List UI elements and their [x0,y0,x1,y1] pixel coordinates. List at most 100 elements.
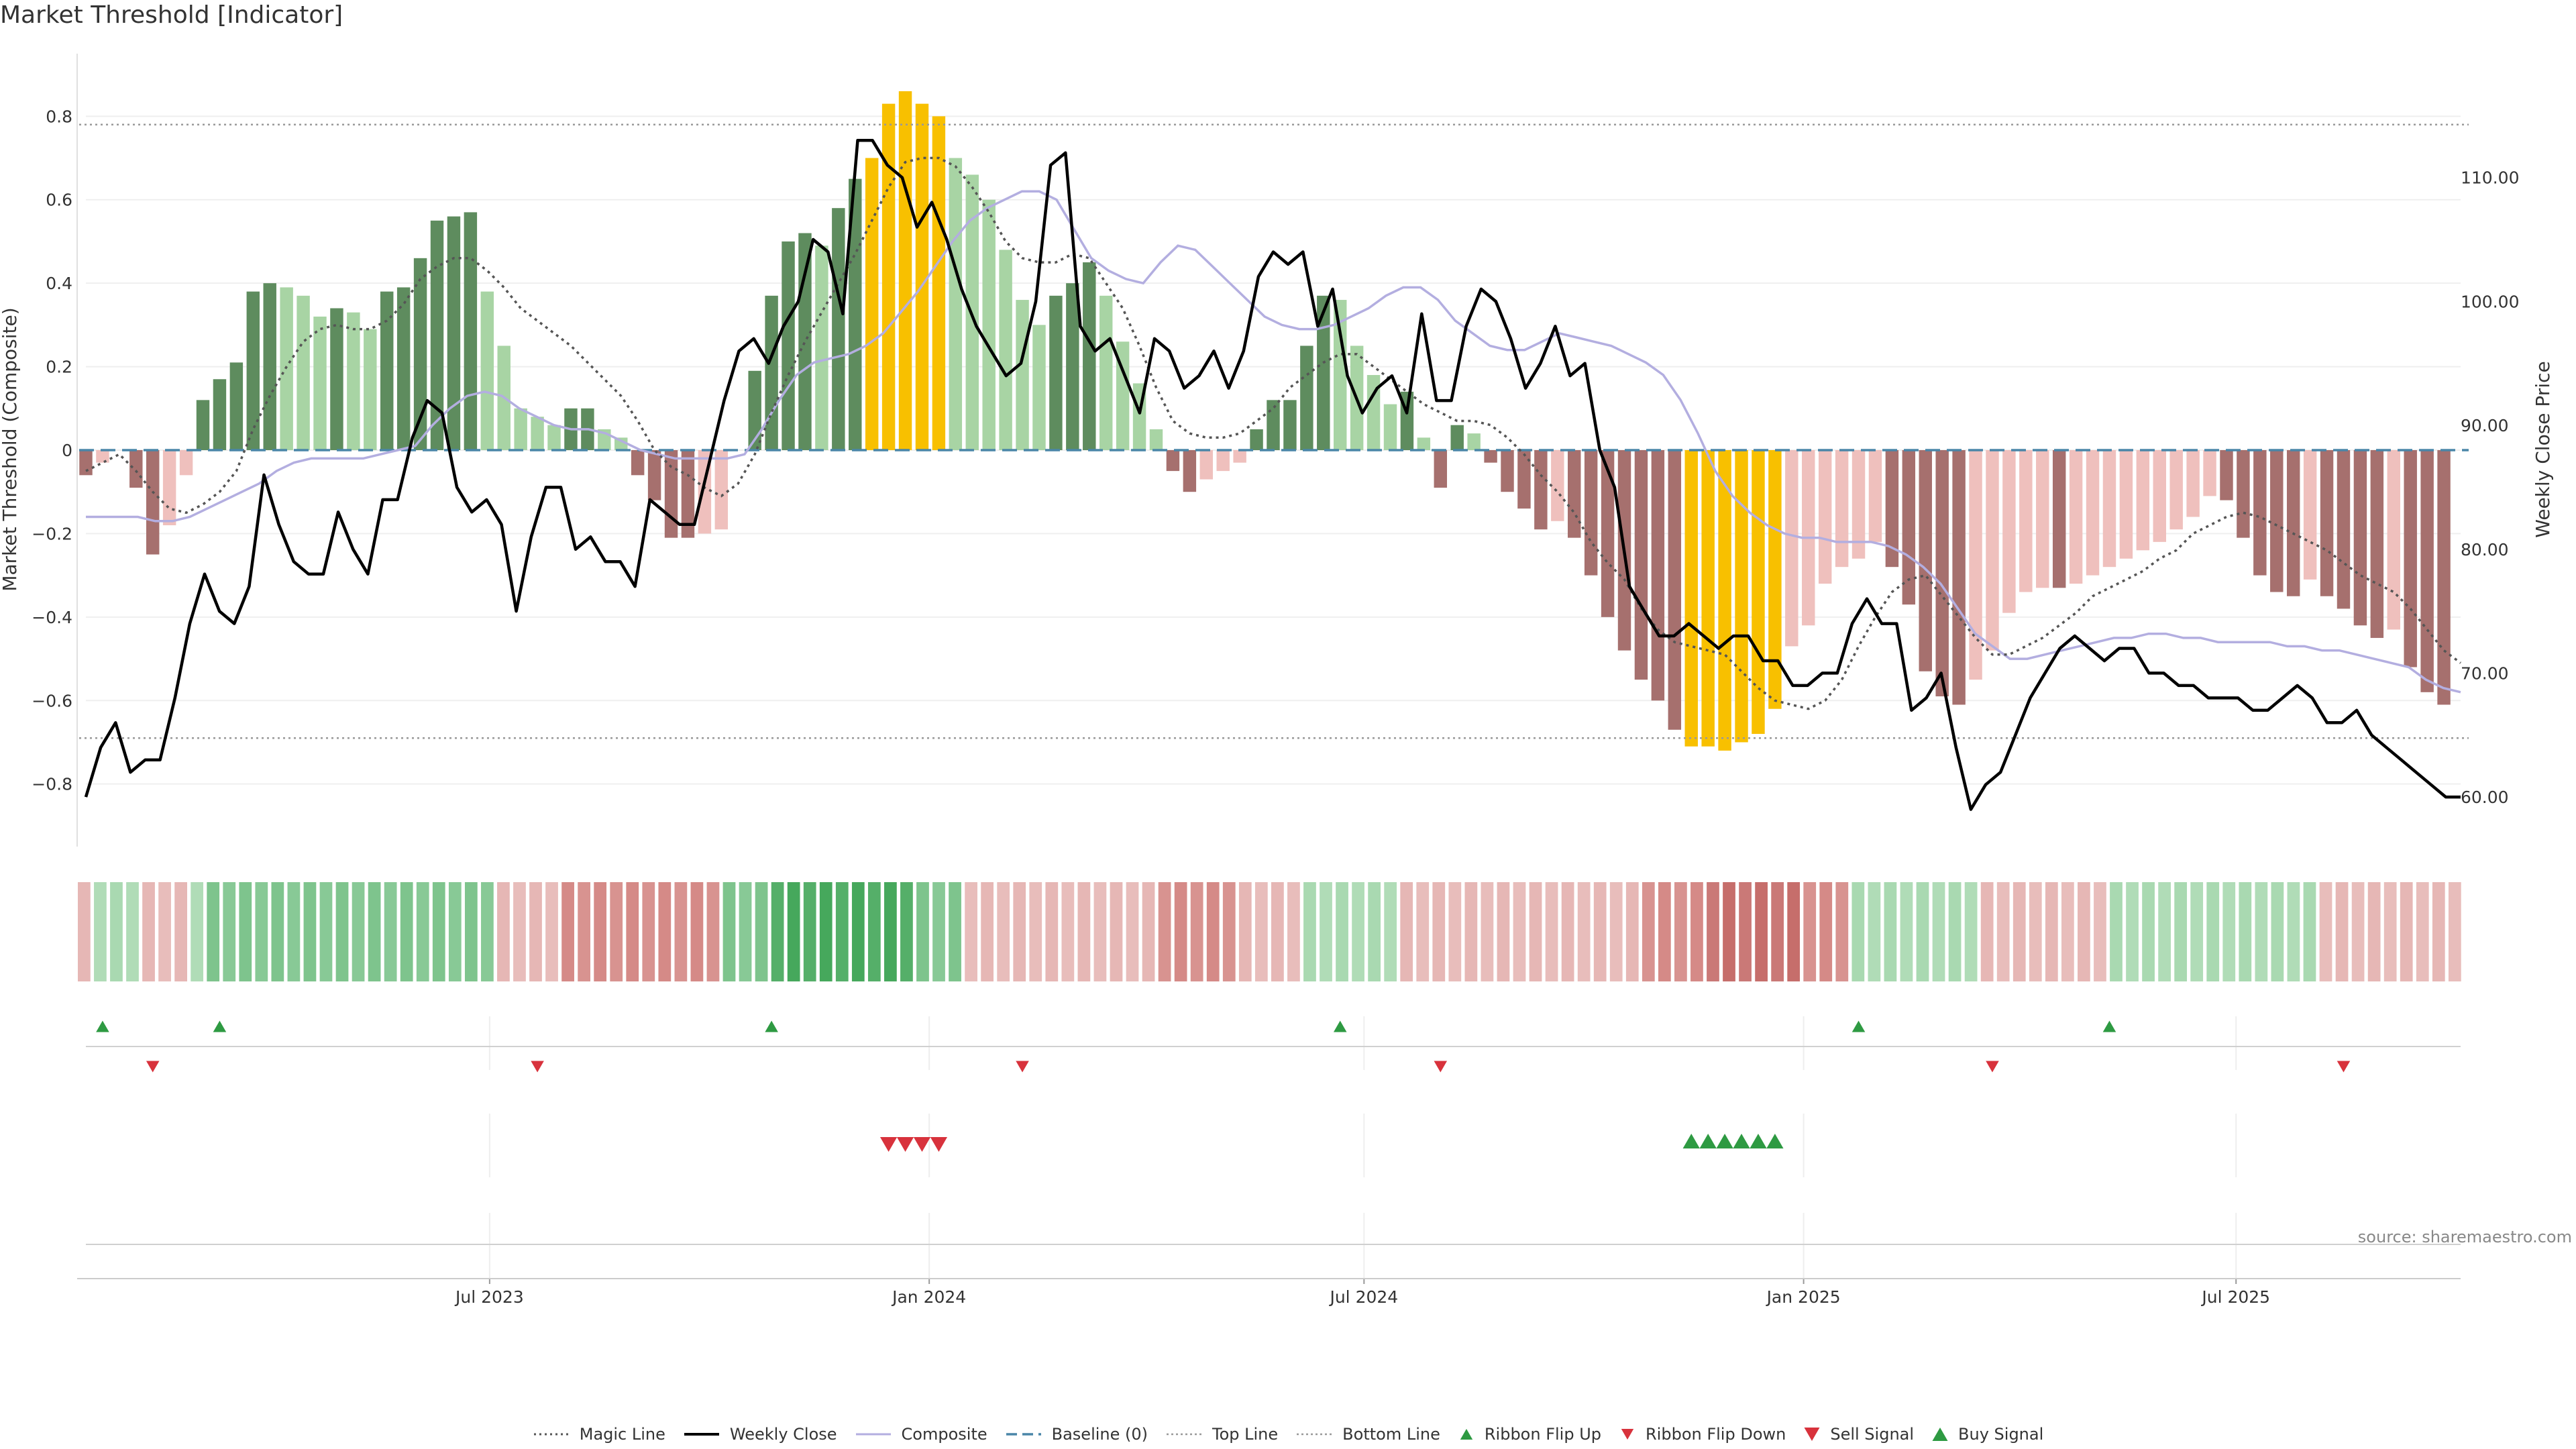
ribbon-cell [2012,882,2026,981]
ribbon-cell [94,882,107,981]
ribbon-cell [1384,882,1397,981]
composite-bar [229,362,244,450]
ribbon-flip-down-marker [1016,1061,1029,1073]
ribbon-cell [2206,882,2220,981]
ribbon-cell [1690,882,1703,981]
ribbon-cell [529,882,542,981]
ribbon-cell [1497,882,1510,981]
ribbon-flip-up-marker [96,1020,109,1032]
ribbon-cell [1464,882,1478,981]
legend-swatch-marker [1932,1428,1948,1441]
composite-bar [179,450,193,476]
ribbon-cell [1948,882,1962,981]
composite-bar [1768,450,1782,709]
composite-bar [1016,300,1029,450]
composite-bar [2286,450,2300,596]
ribbon-cell [2078,882,2090,981]
composite-bar [2136,450,2150,551]
composite-bar [1601,450,1615,617]
composite-bar [2102,450,2116,568]
legend-swatch [1006,1433,1041,1436]
x-tick-label: Jul 2023 [454,1287,524,1307]
ribbon-cell [384,882,397,981]
ribbon-cell [658,882,672,981]
ribbon-cell [416,882,429,981]
ribbon-cell [1964,882,1978,981]
flip-panel [96,1020,2351,1073]
composite-bar [2069,450,2083,584]
composite-bar [1668,450,1682,730]
ribbon-cell [239,882,252,981]
ribbon-cell [819,882,833,981]
composite-bar [2303,450,2317,580]
ribbon-cell [1803,882,1817,981]
composite-bar [815,246,828,450]
ribbon-cell [2158,882,2171,981]
composite-bar [213,379,227,450]
ribbon-cell [1577,882,1591,981]
ribbon-cell [319,882,333,981]
ribbon-cell [981,882,994,981]
composite-bar [631,450,645,476]
legend-label: Composite [901,1425,987,1444]
composite-bar [1634,450,1648,680]
composite-bar [1701,450,1715,747]
composite-bar [2153,450,2166,542]
ribbon-cell [2432,882,2445,981]
ribbon-cell [1481,882,1494,981]
ribbon-cell [207,882,220,981]
ribbon-cell [2094,882,2106,981]
ribbon-cell [965,882,977,981]
composite-bar [1935,450,1949,697]
ribbon-cell [2110,882,2123,981]
composite-bar [1484,450,1497,463]
composite-bar [2337,450,2351,609]
composite-bar [2437,450,2451,705]
composite-bar [1149,429,1163,450]
composite-bar [782,241,795,450]
ribbon-cell [561,882,574,981]
composite-bar [2370,450,2384,638]
composite-bar [2387,450,2401,630]
ribbon-cell [2448,882,2461,981]
ribbon-cell [2367,882,2381,981]
ribbon-cell [916,882,929,981]
ribbon-cell [1609,882,1623,981]
sell-signal-marker [896,1137,914,1152]
signal-panel [879,1134,1784,1152]
ribbon-cell [2222,882,2236,981]
ribbon-panel [78,882,2461,981]
ribbon-cell [1787,882,1801,981]
ribbon-cell [1851,882,1865,981]
composite-bar [1952,450,1966,705]
ribbon-cell [1868,882,1881,981]
ribbon-cell [755,882,768,981]
composite-bar [2320,450,2334,596]
ribbon-cell [1093,882,1107,981]
ribbon-cell [2142,882,2155,981]
composite-bar [313,316,327,450]
x-tick-label: Jan 2024 [891,1287,966,1307]
composite-bar [614,437,628,450]
composite-bar [1083,262,1096,450]
composite-bar [162,450,176,525]
composite-bar [380,291,394,450]
ribbon-cell [2319,882,2332,981]
composite-bar [2203,450,2216,496]
ribbon-cell [642,882,655,981]
ribbon-flip-down-marker [1986,1061,1999,1073]
ribbon-cell [1238,882,1252,981]
ribbon-cell [949,882,961,981]
composite-bar [714,450,729,530]
legend-swatch [684,1433,719,1436]
sell-signal-marker [879,1137,898,1152]
composite-bar [480,291,494,450]
ribbon-cell [1110,882,1123,981]
composite-bar [1785,450,1799,647]
ribbon-cell [1077,882,1091,981]
composite-bar [1317,295,1330,450]
composite-bar [1166,450,1180,472]
right-tick-label: 70.00 [2461,663,2509,683]
legend-swatch-marker [1804,1428,1820,1441]
ribbon-flip-up-marker [765,1020,778,1032]
